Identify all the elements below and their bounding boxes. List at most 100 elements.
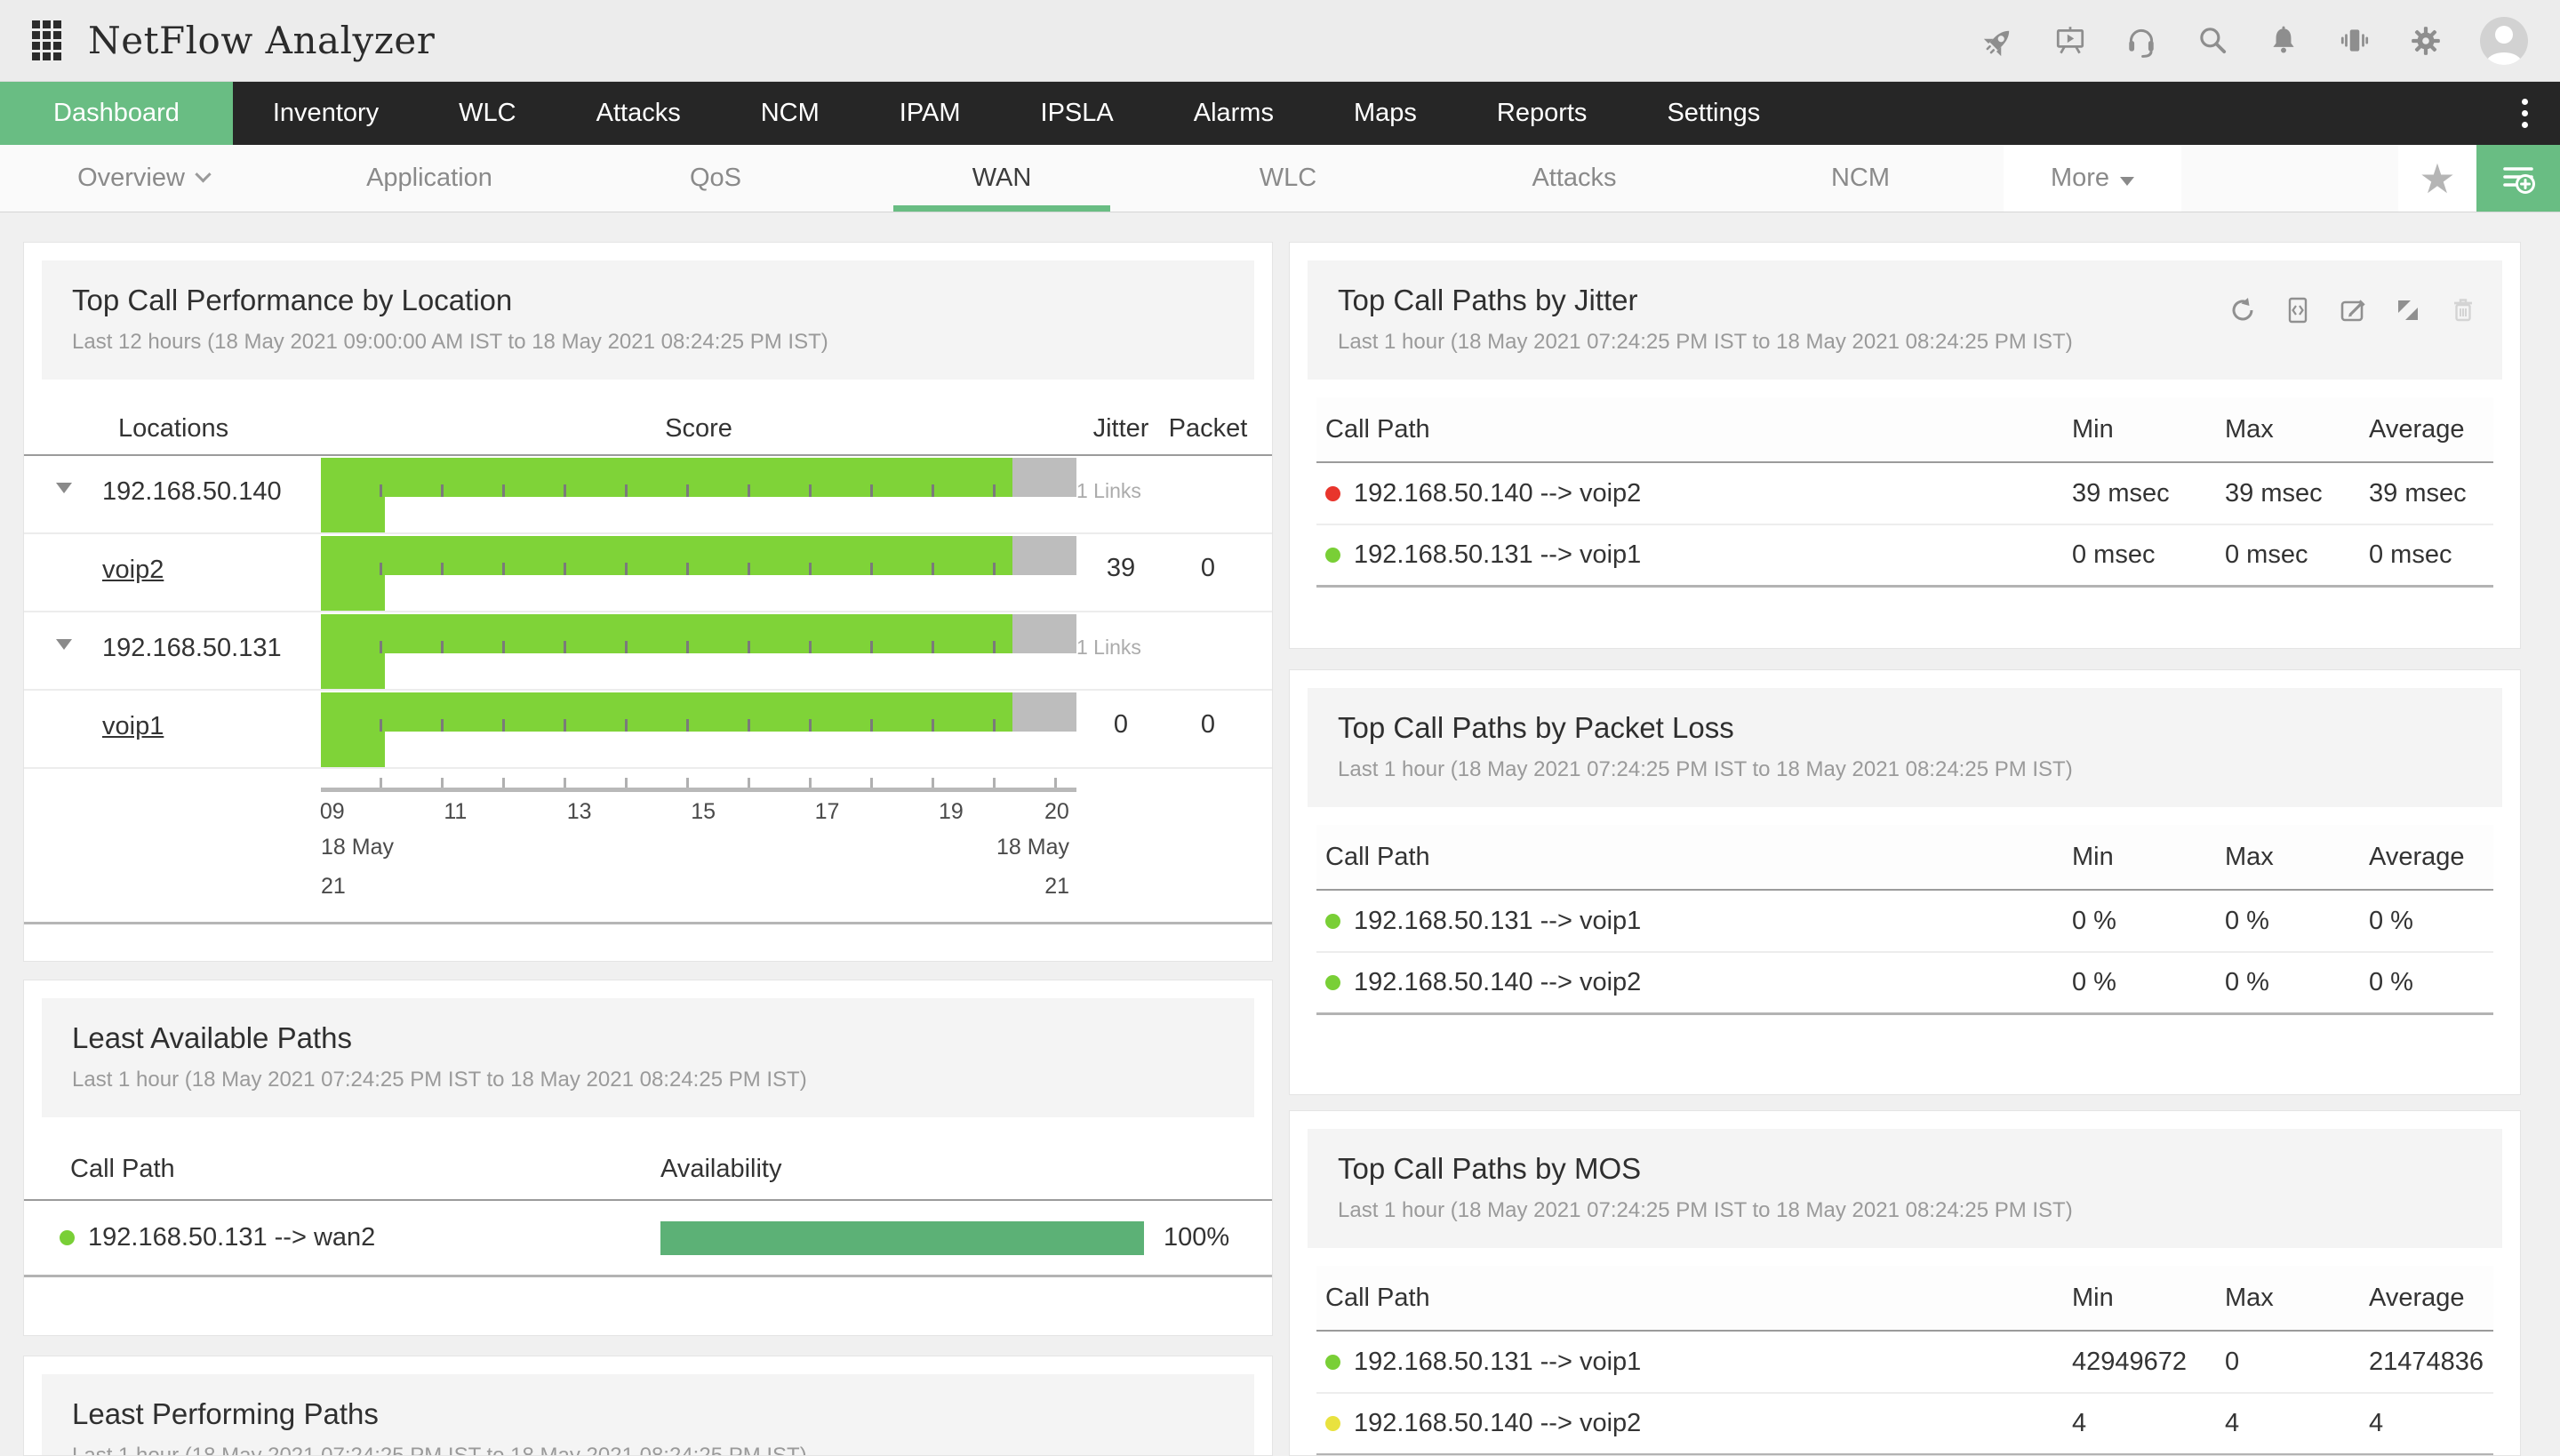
subnav-tab-attacks[interactable]: Attacks: [1532, 164, 1617, 192]
nav-item-alarms[interactable]: Alarms: [1193, 99, 1274, 127]
time-axis: 09 11 13 15 17 19 20 18 May 18 May 21 21: [319, 778, 1076, 909]
location-label[interactable]: 192.168.50.131: [102, 634, 282, 662]
call-path-label[interactable]: 192.168.50.131 --> voip1: [1354, 906, 1642, 935]
subnav-tab-wan[interactable]: WAN: [859, 145, 1145, 212]
user-avatar[interactable]: [2480, 16, 2528, 65]
widget-time-range: Last 1 hour (18 May 2021 07:24:25 PM IST…: [1338, 330, 2073, 354]
jitter-value: 0: [1113, 710, 1129, 739]
widget-title: Top Call Paths by Jitter: [1338, 284, 1638, 316]
nav-item-reports[interactable]: Reports: [1496, 99, 1588, 127]
rocket-icon[interactable]: [1982, 24, 2016, 58]
table-row: 192.168.50.131 --> wan2 100%: [24, 1201, 1272, 1277]
nav-overflow-kebab-icon[interactable]: [2489, 82, 2560, 145]
settings-gear-icon[interactable]: [2409, 24, 2443, 58]
change-style-icon[interactable]: [2394, 296, 2422, 324]
widget-title: Top Call Performance by Location: [72, 284, 513, 316]
subnav-tab-application[interactable]: Application: [366, 164, 492, 192]
max-value: 4: [2225, 1409, 2240, 1437]
apps-grid-icon[interactable]: [32, 20, 61, 60]
axis-end-year: 21: [1044, 874, 1069, 899]
subnav-tab-overview[interactable]: Overview: [0, 145, 286, 212]
mobile-vibrate-icon[interactable]: [2338, 24, 2372, 58]
average-value: 39 msec: [2369, 478, 2467, 508]
edit-widget-icon[interactable]: [2339, 296, 2367, 324]
column-max: Max: [2225, 842, 2274, 871]
widget-title: Least Performing Paths: [72, 1397, 379, 1430]
axis-tick: 11: [444, 799, 468, 824]
nav-item-ipsla[interactable]: IPSLA: [1040, 99, 1114, 127]
column-score: Score: [665, 413, 732, 443]
nav-item-attacks[interactable]: Attacks: [596, 99, 681, 127]
call-path-label[interactable]: 192.168.50.131 --> voip1: [1354, 1347, 1642, 1376]
status-dot-critical: [1325, 485, 1340, 501]
nav-item-inventory[interactable]: Inventory: [272, 99, 380, 127]
nav-item-maps[interactable]: Maps: [1353, 99, 1417, 127]
nav-item-ipam[interactable]: IPAM: [899, 99, 961, 127]
subnav-tab-wlc[interactable]: WLC: [1259, 164, 1317, 192]
column-min: Min: [2072, 1283, 2114, 1312]
topbar: NetFlow Analyzer: [0, 0, 2560, 82]
status-dot-good: [1325, 975, 1340, 990]
widget-header: Top Call Paths by MOS Last 1 hour (18 Ma…: [1308, 1129, 2502, 1248]
embed-report-icon[interactable]: [2284, 296, 2312, 324]
avatar-head-shape: [2495, 25, 2513, 44]
widget-least-available-paths: Least Available Paths Last 1 hour (18 Ma…: [23, 980, 1273, 1336]
interface-link[interactable]: voip1: [102, 712, 164, 740]
subnav-more-dropdown[interactable]: More: [2004, 145, 2181, 212]
demo-player-icon[interactable]: [2053, 24, 2087, 58]
axis-end-date: 18 May: [996, 835, 1069, 860]
nav-item-settings[interactable]: Settings: [1667, 99, 1761, 127]
status-dot-good: [1325, 1354, 1340, 1370]
call-path-label[interactable]: 192.168.50.140 --> voip2: [1354, 968, 1642, 996]
column-min: Min: [2072, 842, 2114, 871]
column-max: Max: [2225, 414, 2274, 444]
support-headset-icon[interactable]: [2124, 24, 2158, 58]
add-dashboard-button[interactable]: [2476, 145, 2560, 212]
availability-table-header: Call Path Availability: [24, 1139, 1272, 1201]
delete-widget-icon[interactable]: [2449, 296, 2477, 324]
app-title: NetFlow Analyzer: [88, 19, 436, 62]
notifications-bell-icon[interactable]: [2267, 24, 2300, 58]
packet-value: 0: [1200, 554, 1216, 582]
collapse-triangle-icon[interactable]: [56, 639, 72, 650]
column-jitter: Jitter: [1092, 413, 1149, 443]
max-value: 0: [2225, 1347, 2240, 1376]
call-path-label[interactable]: 192.168.50.140 --> voip2: [1354, 1409, 1642, 1437]
column-average: Average: [2369, 414, 2465, 444]
min-value: 42949672: [2072, 1347, 2188, 1376]
nav-item-dashboard[interactable]: Dashboard: [0, 82, 233, 145]
call-path-label[interactable]: 192.168.50.140 --> voip2: [1354, 478, 1642, 508]
subnav-tab-qos[interactable]: QoS: [689, 164, 742, 192]
max-value: 0 msec: [2225, 540, 2308, 569]
widget-time-range: Last 1 hour (18 May 2021 07:24:25 PM IST…: [1338, 1198, 2073, 1222]
call-path-label[interactable]: 192.168.50.131 --> wan2: [88, 1223, 376, 1252]
refresh-icon[interactable]: [2228, 296, 2257, 324]
status-dot-good: [1325, 548, 1340, 563]
jitter-value: 39: [1106, 554, 1136, 582]
table-bottom-divider: [24, 922, 1272, 924]
search-icon[interactable]: [2196, 24, 2229, 58]
list-plus-icon: [2503, 166, 2535, 194]
widget-title: Least Available Paths: [72, 1021, 352, 1054]
subnav-tab-ncm[interactable]: NCM: [1830, 164, 1891, 192]
column-average: Average: [2369, 1283, 2465, 1312]
min-value: 4: [2072, 1409, 2087, 1437]
interface-link[interactable]: voip2: [102, 556, 164, 584]
favorite-star-icon[interactable]: ★: [2398, 145, 2476, 212]
location-label[interactable]: 192.168.50.140: [102, 477, 282, 506]
nav-item-wlc[interactable]: WLC: [459, 99, 516, 127]
collapse-triangle-icon[interactable]: [56, 483, 72, 493]
widget-top-call-paths-packet-loss: Top Call Paths by Packet Loss Last 1 hou…: [1289, 669, 2521, 1095]
table-row: voip1 0 0: [24, 691, 1272, 769]
widget-toolbar: [2228, 296, 2477, 324]
table-row: 192.168.50.140 --> voip2 39 msec 39 msec…: [1316, 463, 2493, 525]
nav-item-ncm[interactable]: NCM: [760, 99, 820, 127]
table-row: 192.168.50.140 --> voip2 0 % 0 % 0 %: [1316, 953, 2493, 1015]
call-path-label[interactable]: 192.168.50.131 --> voip1: [1354, 540, 1642, 569]
column-average: Average: [2369, 842, 2465, 871]
jitter-table-header: Call Path Min Max Average: [1316, 397, 2493, 463]
table-row: 192.168.50.131 1 Links: [24, 612, 1272, 691]
axis-tick: 09: [319, 799, 345, 824]
average-value: 0 msec: [2369, 540, 2452, 569]
subnav-spacer: [2181, 145, 2398, 212]
